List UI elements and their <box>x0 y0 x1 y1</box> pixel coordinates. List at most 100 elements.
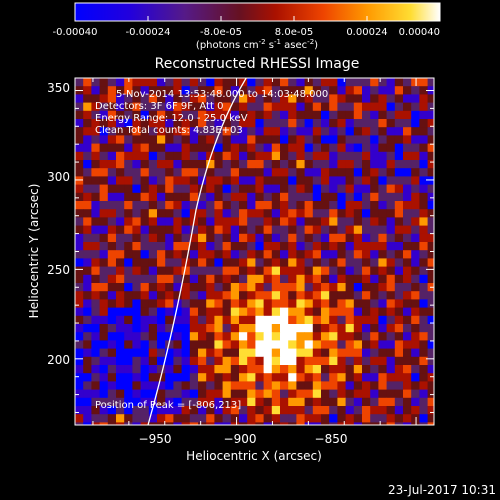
heatmap-pixel <box>321 217 330 226</box>
heatmap-pixel <box>411 78 420 87</box>
heatmap-pixel <box>189 86 199 95</box>
heatmap-pixel <box>214 250 223 259</box>
heatmap-pixel <box>386 283 396 292</box>
heatmap-pixel <box>370 225 379 235</box>
heatmap-pixel <box>116 184 125 194</box>
heatmap-pixel <box>296 135 305 144</box>
heatmap-pixel <box>124 406 133 415</box>
heatmap-pixel <box>181 356 191 366</box>
heatmap-pixel <box>255 217 264 226</box>
heatmap-pixel <box>370 373 379 382</box>
heatmap-pixel <box>181 406 191 415</box>
heatmap-pixel <box>157 299 166 308</box>
heatmap-pixel <box>247 274 256 284</box>
heatmap-pixel <box>312 291 322 300</box>
heatmap-pixel <box>124 283 133 292</box>
heatmap-pixel <box>247 217 256 226</box>
heatmap-pixel <box>173 332 182 341</box>
heatmap-pixel <box>296 324 305 333</box>
heatmap-pixel <box>214 307 223 317</box>
heatmap-pixel <box>271 160 281 169</box>
heatmap-pixel <box>116 356 125 366</box>
heatmap-pixel <box>99 340 109 349</box>
heatmap-pixel <box>427 258 434 267</box>
heatmap-pixel <box>198 209 207 218</box>
heatmap-pixel <box>247 94 256 103</box>
heatmap-pixel <box>312 233 322 243</box>
heatmap-pixel <box>148 307 158 317</box>
heatmap-pixel <box>304 143 314 153</box>
heatmap-pixel <box>296 127 305 136</box>
heatmap-pixel <box>378 324 387 333</box>
heatmap-pixel <box>157 209 166 218</box>
heatmap-pixel <box>165 340 174 349</box>
heatmap-pixel <box>189 283 199 292</box>
heatmap-pixel <box>378 176 387 185</box>
heatmap-pixel <box>91 151 100 161</box>
heatmap-pixel <box>107 365 117 374</box>
heatmap-pixel <box>99 389 109 399</box>
heatmap-pixel <box>247 283 256 292</box>
heatmap-pixel <box>230 160 240 169</box>
heatmap-pixel <box>214 127 223 136</box>
heatmap-pixel <box>132 258 141 267</box>
heatmap-pixel <box>157 258 166 267</box>
heatmap-pixel <box>362 406 371 415</box>
heatmap-pixel <box>403 184 412 194</box>
heatmap-pixel <box>247 266 256 276</box>
heatmap-pixel <box>394 381 404 390</box>
heatmap-pixel <box>206 299 215 308</box>
heatmap-pixel <box>296 356 305 366</box>
heatmap-pixel <box>247 143 256 153</box>
heatmap-pixel <box>411 258 420 267</box>
heatmap-pixel <box>255 192 264 202</box>
heatmap-pixel <box>206 414 215 423</box>
heatmap-pixel <box>206 217 215 226</box>
heatmap-pixel <box>411 397 420 407</box>
heatmap-pixel <box>181 209 191 218</box>
heatmap-pixel <box>214 274 223 284</box>
heatmap-pixel <box>288 258 297 267</box>
heatmap-pixel <box>124 307 133 317</box>
heatmap-pixel <box>329 192 338 202</box>
heatmap-pixel <box>189 291 199 300</box>
heatmap-pixel <box>247 307 256 317</box>
heatmap-pixel <box>411 414 420 423</box>
heatmap-pixel <box>75 78 84 87</box>
heatmap-pixel <box>353 283 363 292</box>
heatmap-pixel <box>271 258 281 267</box>
heatmap-pixel <box>378 397 387 407</box>
heatmap-pixel <box>411 332 420 341</box>
heatmap-pixel <box>280 258 289 267</box>
heatmap-pixel <box>419 414 428 423</box>
heatmap-pixel <box>329 168 338 177</box>
heatmap-pixel <box>419 340 428 349</box>
heatmap-pixel <box>263 266 273 276</box>
heatmap-pixel <box>345 291 355 300</box>
heatmap-pixel <box>140 217 150 226</box>
heatmap-pixel <box>75 143 84 153</box>
heatmap-pixel <box>247 242 256 251</box>
heatmap-pixel <box>403 94 412 103</box>
heatmap-pixel <box>255 397 264 407</box>
heatmap-pixel <box>329 143 338 153</box>
heatmap-pixel <box>148 78 158 87</box>
heatmap-pixel <box>378 340 387 349</box>
heatmap-pixel <box>222 397 232 407</box>
heatmap-pixel <box>386 406 396 415</box>
heatmap-pixel <box>304 315 314 325</box>
heatmap-pixel <box>353 422 363 425</box>
heatmap-pixel <box>214 160 223 169</box>
heatmap-pixel <box>165 299 174 308</box>
heatmap-pixel <box>173 274 182 284</box>
heatmap-pixel <box>304 389 314 399</box>
heatmap-pixel <box>75 348 84 358</box>
heatmap-pixel <box>329 184 338 194</box>
heatmap-pixel <box>255 274 264 284</box>
heatmap-pixel <box>247 332 256 341</box>
heatmap-pixel <box>189 414 199 423</box>
heatmap-pixel <box>99 274 109 284</box>
heatmap-pixel <box>288 397 297 407</box>
heatmap-pixel <box>312 184 322 194</box>
heatmap-pixel <box>157 340 166 349</box>
